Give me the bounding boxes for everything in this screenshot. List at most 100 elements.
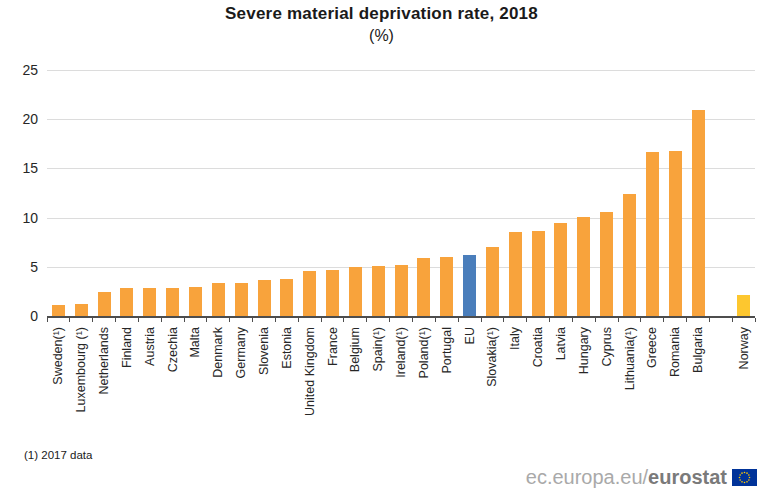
bar-slot-finland: Finland: [116, 70, 139, 316]
x-tick-label-text: EU: [463, 327, 477, 344]
x-tick-label-text: Germany: [234, 327, 248, 378]
x-tick-label-text: Slovenia: [257, 327, 271, 375]
bar: [554, 223, 567, 317]
y-tick-label: 10: [0, 209, 38, 227]
x-tick-label-text: Czechia: [166, 327, 180, 372]
bar: [52, 305, 65, 316]
x-tick-label-text: Greece: [645, 327, 659, 368]
x-tick-label-text: Ireland(¹): [394, 327, 408, 378]
bar-slot-netherlands: Netherlands: [93, 70, 116, 316]
x-tick-label-text: Romania: [668, 327, 682, 377]
bar: [143, 288, 156, 316]
bar-slot-malta: Malta: [184, 70, 207, 316]
bar-slot-united-kingdom: United Kingdom: [298, 70, 321, 316]
y-tick-label: 25: [0, 61, 38, 79]
bar-slot-italy: Italy: [504, 70, 527, 316]
bar-slot-slovenia: Slovenia: [253, 70, 276, 316]
bar: [646, 152, 659, 316]
bar-slot-sweden: Sweden(¹): [47, 70, 70, 316]
bar-slot-lithuania: Lithuania(¹): [618, 70, 641, 316]
bar-slot-cyprus: Cyprus: [595, 70, 618, 316]
eu-flag-icon: [732, 469, 757, 486]
bar-slot-bulgaria: Bulgaria: [687, 70, 710, 316]
bar-slot-slovakia: Slovakia(¹): [481, 70, 504, 316]
bar-slot-croatia: Croatia: [527, 70, 550, 316]
x-tick-label-text: Slovakia(¹): [485, 327, 499, 387]
x-tick-label-text: Hungary: [577, 327, 591, 374]
y-tick-label: 15: [0, 159, 38, 177]
bar-slot-ireland: Ireland(¹): [390, 70, 413, 316]
x-tick-label-text: Latvia: [554, 327, 568, 360]
x-tick-label-text: Norway: [737, 327, 751, 369]
x-tick-label-text: Sweden(¹): [51, 327, 65, 385]
x-tick-label-text: Lithuania(¹): [623, 327, 637, 390]
x-tick-label-text: Denmark: [211, 327, 225, 378]
bar: [166, 288, 179, 316]
x-tick-label-text: Poland(¹): [417, 327, 431, 378]
bar: [669, 151, 682, 316]
bar: [303, 271, 316, 316]
bar: [280, 279, 293, 316]
bar-slot-romania: Romania: [664, 70, 687, 316]
bar: [235, 283, 248, 317]
bar: [600, 212, 613, 316]
spacer-slot: [709, 70, 732, 316]
bar: [623, 194, 636, 316]
bar-slot-greece: Greece: [641, 70, 664, 316]
bar-slot-eu: EU: [458, 70, 481, 316]
bar: [349, 267, 362, 316]
x-tick-label-text: Bulgaria: [691, 327, 705, 373]
bar: [486, 247, 499, 316]
chart-subtitle: (%): [0, 27, 763, 45]
x-tick-label-text: Italy: [508, 327, 522, 350]
footer-url-prefix: ec.europa.eu/: [526, 466, 648, 489]
bar: [509, 232, 522, 316]
bar-slot-hungary: Hungary: [572, 70, 595, 316]
x-tick-label-text: Austria: [143, 327, 157, 366]
chart-title: Severe material deprivation rate, 2018: [0, 4, 763, 24]
x-tick-label-text: Spain(¹): [371, 327, 385, 371]
bar: [463, 255, 476, 316]
footer-url-brand: eurostat: [648, 466, 727, 489]
y-tick-label: 0: [0, 307, 38, 325]
bar: [577, 217, 590, 316]
footnote: (1) 2017 data: [24, 449, 92, 461]
bar-slot-czechia: Czechia: [161, 70, 184, 316]
bar-slot-spain: Spain(¹): [367, 70, 390, 316]
x-tick-label-text: Luxembourg (¹): [74, 327, 88, 412]
bar: [98, 292, 111, 316]
x-tick-label-text: Malta: [188, 327, 202, 358]
x-tick-label-text: Estonia: [280, 327, 294, 369]
bar-slot-germany: Germany: [230, 70, 253, 316]
bar-slot-luxembourg: Luxembourg (¹): [70, 70, 93, 316]
bar: [326, 270, 339, 316]
bar-slot-poland: Poland(¹): [413, 70, 436, 316]
x-tick-label-text: Croatia: [531, 327, 545, 367]
bar: [395, 265, 408, 316]
chart-figure: Severe material deprivation rate, 2018 (…: [0, 0, 763, 491]
x-tick-label-text: France: [326, 327, 340, 366]
footer-brand: ec.europa.eu/eurostat: [526, 466, 757, 489]
x-tick-label-text: Belgium: [348, 327, 362, 372]
bar-slot-austria: Austria: [138, 70, 161, 316]
bar-slot-latvia: Latvia: [550, 70, 573, 316]
x-tick-label-text: Finland: [120, 327, 134, 368]
bar: [532, 231, 545, 316]
bar-slot-estonia: Estonia: [275, 70, 298, 316]
y-tick-label: 5: [0, 258, 38, 276]
bar: [189, 287, 202, 317]
x-tick-label-text: Portugal: [440, 327, 454, 374]
bar: [440, 257, 453, 316]
bar-slot-belgium: Belgium: [344, 70, 367, 316]
bar: [737, 295, 750, 316]
bar: [372, 266, 385, 316]
bar: [417, 258, 430, 316]
bar-slot-france: France: [321, 70, 344, 316]
x-tick-label-text: Cyprus: [600, 327, 614, 367]
bar: [692, 110, 705, 316]
bar: [212, 283, 225, 317]
x-tick-label-text: United Kingdom: [303, 327, 317, 416]
plot-area: Sweden(¹)Luxembourg (¹)NetherlandsFinlan…: [47, 70, 755, 318]
bar-slot-portugal: Portugal: [435, 70, 458, 316]
bar: [258, 280, 271, 316]
